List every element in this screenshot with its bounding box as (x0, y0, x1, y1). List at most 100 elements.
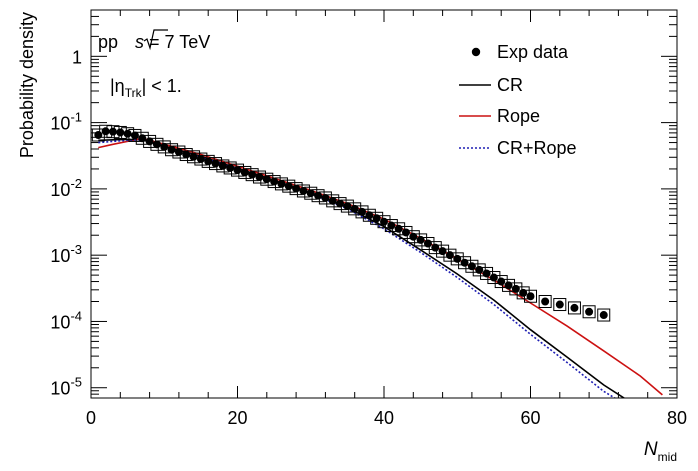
y-axis-label: Probability density (17, 12, 37, 158)
data-point (116, 128, 125, 137)
series-layer (91, 124, 663, 398)
data-point (504, 281, 513, 290)
legend-label-rope: Rope (497, 106, 540, 126)
svg-text:pp s = 7 TeV: pp s = 7 TeV (98, 32, 210, 52)
data-point-error-box (597, 308, 611, 322)
y-tick-label: 1 (72, 47, 82, 67)
x-tick-label: 60 (520, 408, 540, 428)
data-point (145, 137, 154, 146)
x-tick-label: 80 (667, 408, 687, 428)
data-point (511, 284, 520, 293)
energy-prefix: pp (98, 32, 123, 52)
data-point-error-box (538, 294, 552, 308)
data-point (401, 228, 410, 237)
data-point (409, 232, 418, 241)
data-point (423, 239, 432, 248)
data-point (541, 297, 550, 306)
data-point (152, 140, 161, 149)
eta-prefix: |η (110, 76, 125, 96)
data-point (270, 177, 279, 186)
data-point (226, 163, 235, 172)
legend: Exp data CR Rope CR+Rope (459, 42, 577, 158)
data-point-error-box (567, 301, 581, 315)
data-point-error-box (377, 215, 391, 229)
data-point-error-box (487, 271, 501, 285)
data-point (248, 170, 257, 179)
axis-ticks (90, 9, 678, 399)
data-point (182, 150, 191, 159)
data-point (211, 159, 220, 168)
data-point (138, 134, 147, 143)
data-point-error-box (421, 236, 435, 250)
data-point-error-box (399, 225, 413, 239)
plot-frame (90, 9, 678, 399)
data-point (277, 179, 286, 188)
legend-label-exp-data: Exp data (497, 42, 569, 62)
eta-suffix: | < 1. (142, 76, 182, 96)
data-point (233, 166, 242, 175)
energy-sqrt-arg: s (135, 32, 144, 52)
data-point (599, 311, 608, 320)
data-point (174, 148, 183, 157)
data-point (101, 127, 110, 136)
data-point (350, 204, 359, 213)
y-tick-label: 10-2 (50, 176, 82, 200)
data-point (108, 127, 117, 136)
data-point (372, 214, 381, 223)
data-point (519, 288, 528, 297)
data-point (196, 155, 205, 164)
y-tick-exponent: -3 (70, 242, 82, 257)
data-point (438, 247, 447, 256)
data-point (358, 207, 367, 216)
x-tick-label: 20 (227, 408, 247, 428)
y-tick-label: 10-1 (50, 110, 82, 134)
series-line-cr (98, 138, 626, 398)
data-point (453, 254, 462, 263)
data-point (306, 189, 315, 198)
x-tick-label: 0 (86, 408, 96, 428)
sqrt-sign (143, 29, 168, 51)
y-tick-exponent: -4 (70, 308, 82, 323)
legend-marker-exp-data (471, 47, 481, 57)
data-point (321, 193, 330, 202)
tick-labels: 0 20 40 60 80 10-5 10-4 10-3 10-2 10-1 1 (50, 47, 687, 428)
x-axis-label: Nmid (644, 439, 677, 464)
data-point (570, 303, 579, 312)
y-tick-label: 10-4 (50, 308, 82, 332)
data-point (240, 168, 249, 177)
x-tick-label: 40 (374, 408, 394, 428)
y-tick-label: 10-5 (50, 375, 82, 399)
data-point (365, 211, 374, 220)
data-point (130, 131, 139, 140)
data-point (123, 129, 132, 138)
data-point (262, 175, 271, 184)
data-point-error-box (582, 305, 596, 319)
energy-suffix: = 7 TeV (144, 32, 210, 52)
data-point (160, 142, 169, 151)
data-point (387, 221, 396, 230)
data-point (343, 202, 352, 211)
data-point-error-box (450, 252, 464, 266)
data-point (482, 269, 491, 278)
data-point (497, 277, 506, 286)
data-point (284, 182, 293, 191)
data-point-error-box (480, 266, 494, 280)
data-point-error-box (436, 244, 450, 258)
energy-annotation: pp s = 7 TeV (98, 29, 210, 52)
y-tick-exponent: -1 (70, 110, 82, 125)
eta-annotation: |ηTrk| < 1. (110, 76, 182, 100)
data-point (299, 186, 308, 195)
data-point-error-box (494, 275, 508, 289)
data-point (380, 217, 388, 226)
series-line-cr-rope (98, 138, 617, 398)
data-point-error-box (553, 298, 567, 312)
data-point (255, 173, 264, 182)
data-point (526, 292, 535, 301)
data-point (204, 157, 213, 166)
data-point (555, 300, 564, 309)
eta-sub: Trk (125, 86, 143, 100)
data-point (336, 199, 345, 208)
y-tick-label: 10-3 (50, 242, 82, 266)
data-point (167, 145, 176, 154)
